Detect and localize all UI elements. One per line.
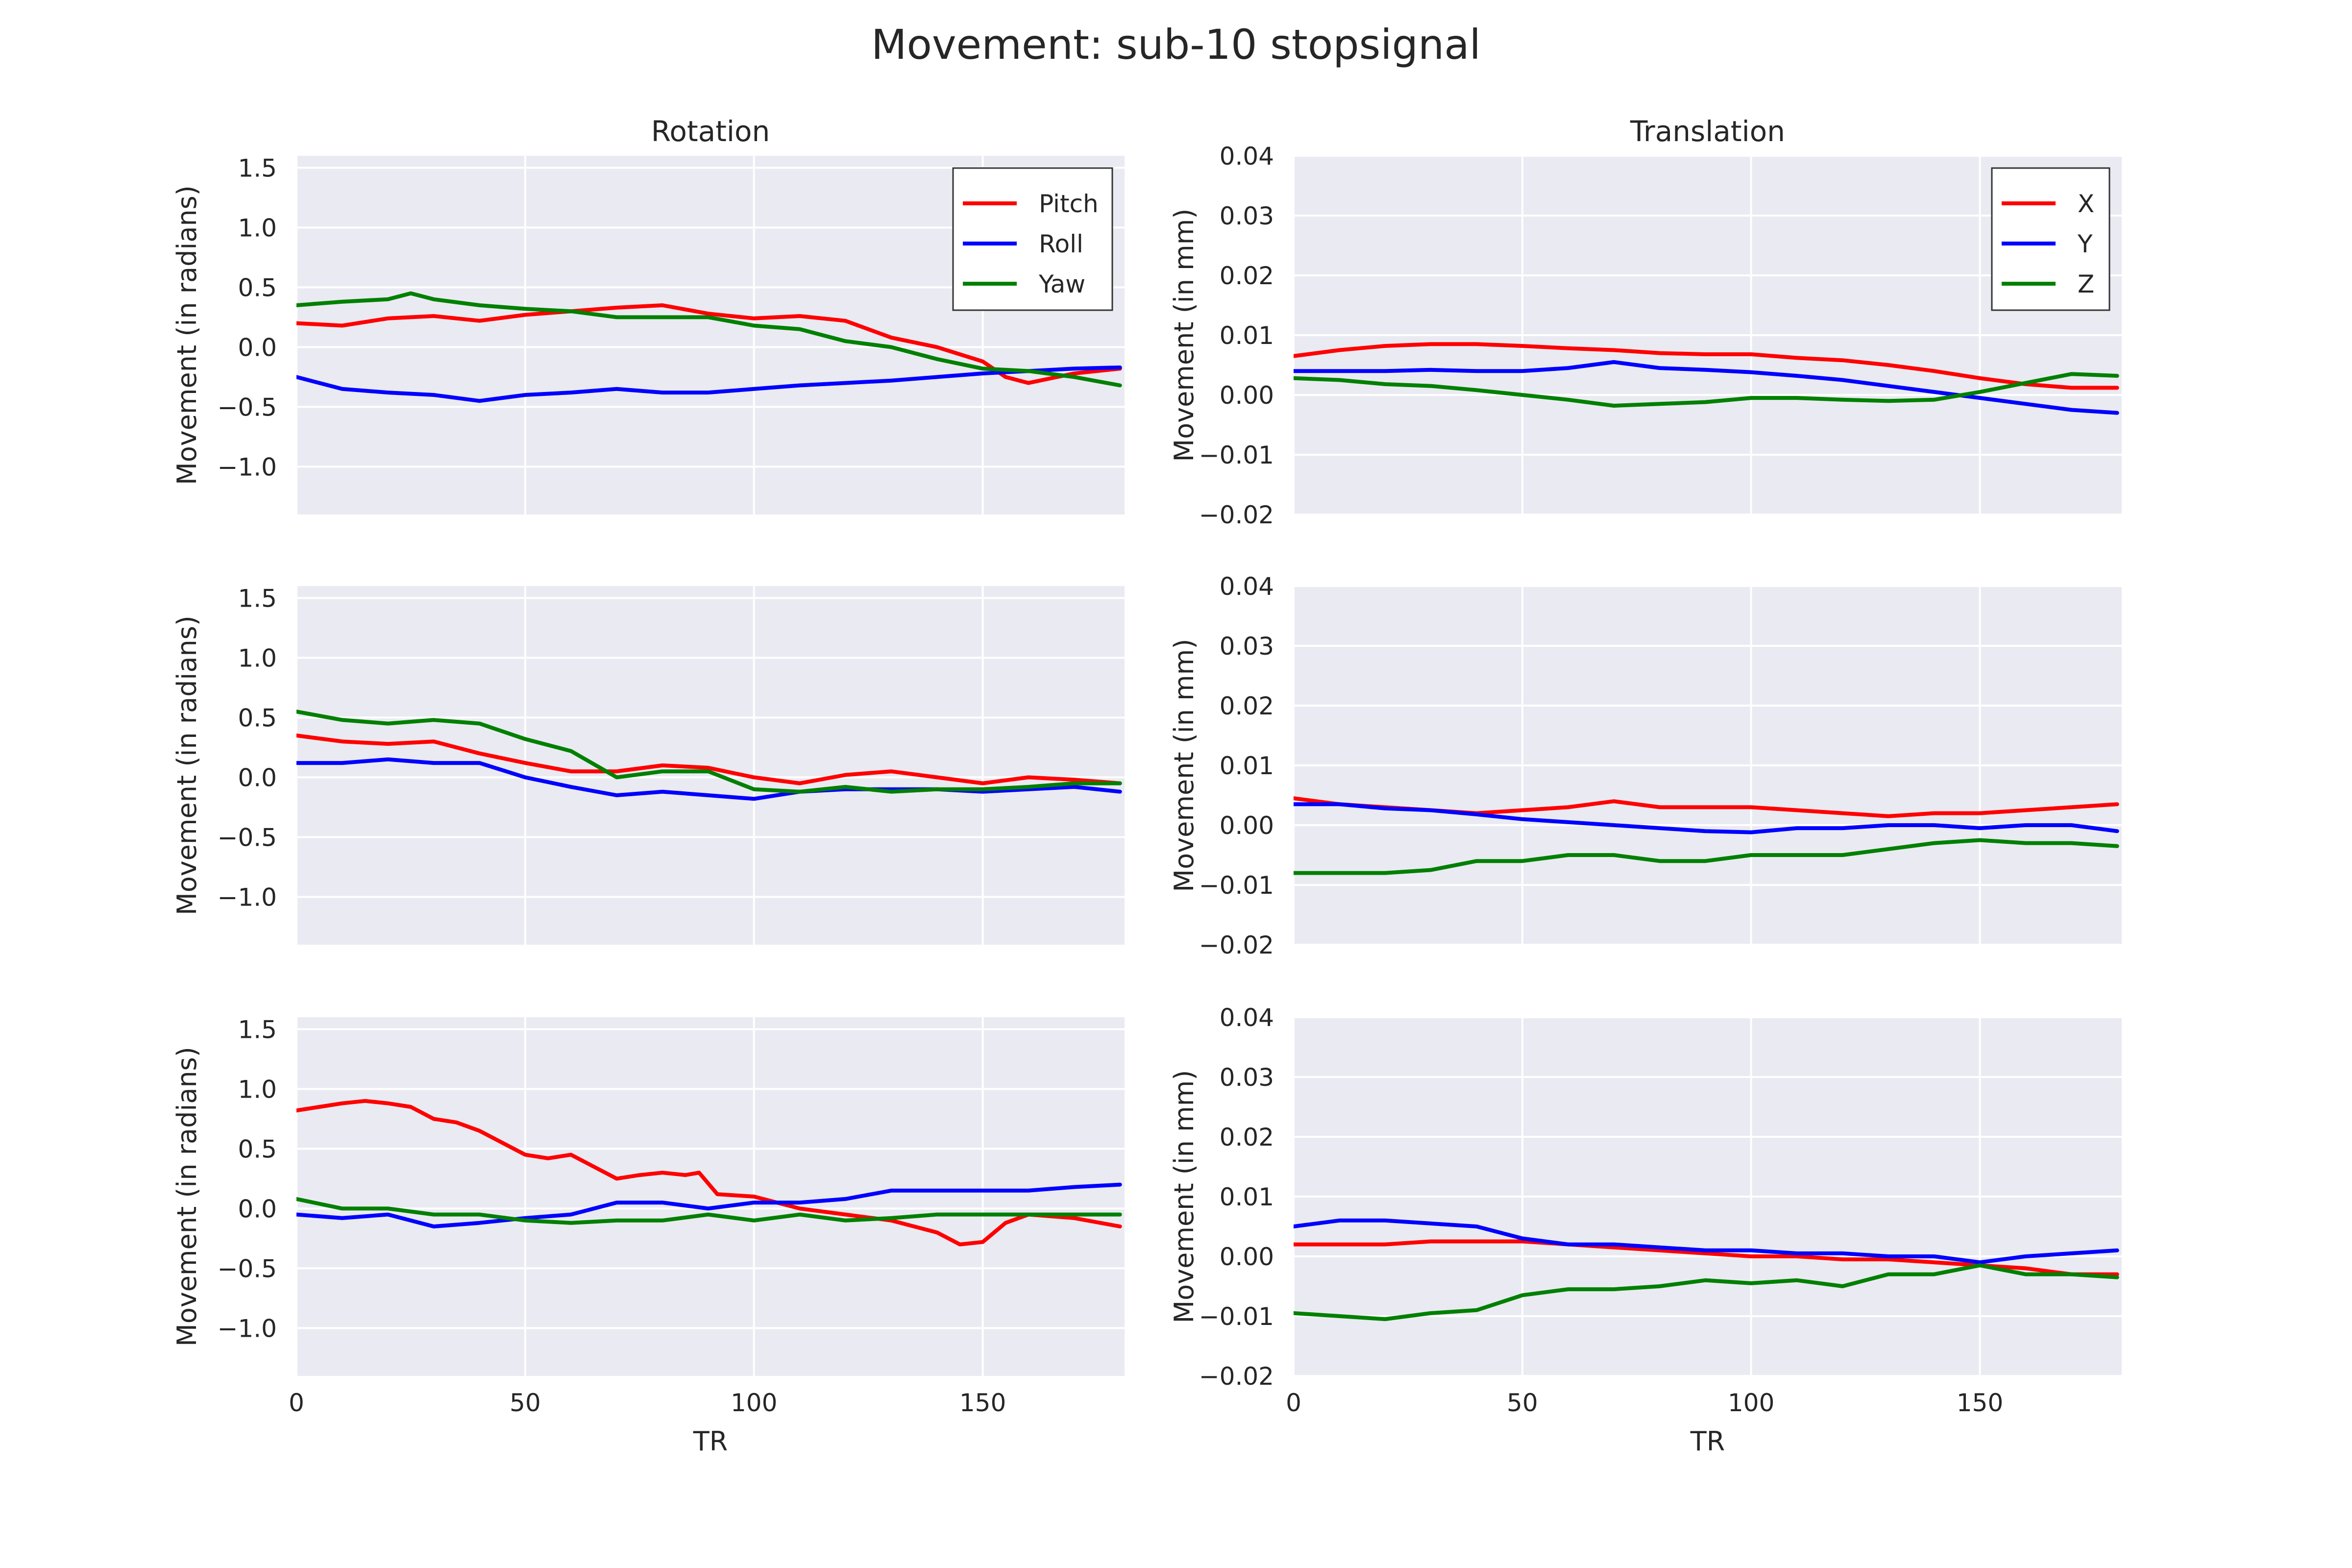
y-axis-label: Movement (in mm) (1169, 639, 1200, 892)
y-tick-label: 1.5 (238, 584, 277, 612)
y-tick-label: 0.5 (238, 704, 277, 732)
subplot-r1c1: −1.0 −0.5 0.0 0.5 1.0 1.5 Rotation Movement (in… (172, 115, 1125, 514)
y-tick-label: −0.5 (218, 393, 277, 421)
subplot-r1c2: −0.02 −0.01 0.00 0.01 0.02 0.03 0.04 Translatio… (1169, 115, 2122, 529)
legend-label-pitch: Pitch (1039, 190, 1099, 218)
y-tick-label: 1.5 (238, 154, 277, 182)
series-line-y (1294, 360, 2119, 415)
y-tick-label: 1.0 (238, 1075, 277, 1103)
x-axis-label: TR (693, 1426, 728, 1457)
series-line-roll (296, 365, 1122, 403)
legend-label-x: X (2078, 190, 2094, 218)
x-tick-label: 0 (1286, 1389, 1301, 1417)
series-line-y (1294, 1218, 2119, 1265)
series-line-z (1294, 372, 2119, 408)
y-tick-label: 0.02 (1220, 262, 1274, 290)
y-tick-label: −1.0 (218, 883, 277, 911)
y-tick-label: −0.01 (1199, 441, 1274, 469)
y-tick-label: 1.0 (238, 644, 277, 672)
y-tick-label: 0.0 (238, 1195, 277, 1223)
series-line-roll (296, 757, 1122, 801)
y-axis-label: Movement (in radians) (172, 1047, 202, 1347)
y-tick-label: 0.01 (1220, 321, 1274, 350)
subplot-r3c2: 0 50 100 150 −0.02 −0.01 0.00 0.01 0.02 0.03 0.04 M… (1169, 1004, 2122, 1457)
y-tick-label: −0.5 (218, 1254, 277, 1283)
legend-label-y: Y (2077, 230, 2093, 258)
plot-area (296, 586, 1125, 945)
x-tick-label: 100 (1728, 1389, 1774, 1417)
y-tick-label: 0.04 (1220, 1004, 1274, 1032)
series-line-z (1294, 838, 2119, 875)
y-tick-label: 0.03 (1220, 632, 1274, 661)
y-tick-label: −1.0 (218, 1314, 277, 1343)
series-line-pitch (296, 734, 1122, 785)
x-tick-label: 150 (959, 1389, 1006, 1417)
x-tick-label: 150 (1957, 1389, 2003, 1417)
subplot-title: Translation (1630, 115, 1785, 148)
series-line-pitch (296, 1099, 1122, 1247)
y-tick-label: −0.02 (1199, 1362, 1274, 1391)
y-axis-label: Movement (in radians) (172, 185, 202, 485)
x-tick-label: 100 (731, 1389, 777, 1417)
y-tick-label: −0.5 (218, 823, 277, 852)
y-tick-label: 0.5 (238, 1135, 277, 1163)
series-line-z (1294, 1263, 2119, 1322)
y-tick-label: 1.0 (238, 214, 277, 242)
x-tick-label: 50 (1507, 1389, 1538, 1417)
plot-area (296, 1017, 1125, 1376)
y-tick-label: 0.03 (1220, 1063, 1274, 1092)
legend-label-yaw: Yaw (1038, 270, 1085, 298)
series-line-yaw (296, 710, 1122, 794)
legend-label-roll: Roll (1039, 230, 1083, 258)
y-tick-label: 1.5 (238, 1015, 277, 1044)
legend-box (1991, 167, 2110, 311)
y-tick-label: 0.0 (238, 763, 277, 792)
legend: Pitch Roll Yaw (952, 167, 1113, 311)
legend-label-z: Z (2078, 270, 2094, 298)
y-tick-label: −1.0 (218, 453, 277, 481)
y-tick-label: 0.04 (1220, 142, 1274, 171)
y-tick-label: 0.01 (1220, 752, 1274, 780)
y-tick-label: 0.00 (1220, 381, 1274, 410)
y-tick-label: −0.01 (1199, 871, 1274, 900)
subplot-grid: −1.0 −0.5 0.0 0.5 1.0 1.5 Rotation Movement (in… (172, 115, 2122, 1457)
y-axis-label: Movement (in radians) (172, 615, 202, 915)
x-axis-label: TR (1690, 1426, 1725, 1457)
y-tick-label: 0.01 (1220, 1183, 1274, 1211)
subplot-r2c2: −0.02 −0.01 0.00 0.01 0.02 0.03 0.04 Movement (… (1169, 572, 2122, 959)
series-line-y (1294, 802, 2119, 834)
y-tick-label: 0.5 (238, 273, 277, 302)
series-line-yaw (296, 291, 1122, 388)
y-tick-label: −0.02 (1199, 931, 1274, 959)
legend: XYZ (1991, 167, 2110, 311)
y-tick-label: 0.00 (1220, 1243, 1274, 1271)
y-tick-label: 0.02 (1220, 692, 1274, 720)
series-line-pitch (296, 303, 1122, 385)
subplot-r2c1: −1.0 −0.5 0.0 0.5 1.0 1.5 Movement (in radians… (172, 584, 1125, 945)
y-tick-label: 0.04 (1220, 572, 1274, 601)
series-line-x (1294, 342, 2119, 390)
y-tick-label: 0.02 (1220, 1123, 1274, 1152)
y-tick-label: 0.00 (1220, 811, 1274, 840)
y-tick-label: −0.02 (1199, 501, 1274, 529)
figure-title: Movement: sub-10 stopsignal (871, 21, 1481, 69)
y-axis-label: Movement (in mm) (1169, 209, 1200, 462)
series-line-roll (296, 1182, 1122, 1228)
y-tick-label: 0.0 (238, 333, 277, 362)
subplot-title: Rotation (651, 115, 770, 148)
y-tick-label: 0.03 (1220, 202, 1274, 230)
y-tick-label: −0.01 (1199, 1302, 1274, 1331)
series-line-yaw (296, 1197, 1122, 1225)
y-axis-label: Movement (in mm) (1169, 1070, 1200, 1323)
x-tick-label: 50 (510, 1389, 541, 1417)
x-tick-label: 0 (289, 1389, 304, 1417)
legend-box (952, 167, 1113, 311)
subplot-r3c1: 0 50 100 150 −1.0 −0.5 0.0 0.5 1.0 1.5 Movement (i… (172, 1015, 1125, 1457)
